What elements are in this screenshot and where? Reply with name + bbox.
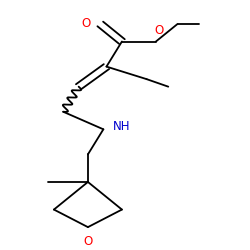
Text: O: O xyxy=(154,24,164,36)
Text: O: O xyxy=(83,235,92,248)
Text: NH: NH xyxy=(113,120,130,133)
Text: O: O xyxy=(82,18,91,30)
